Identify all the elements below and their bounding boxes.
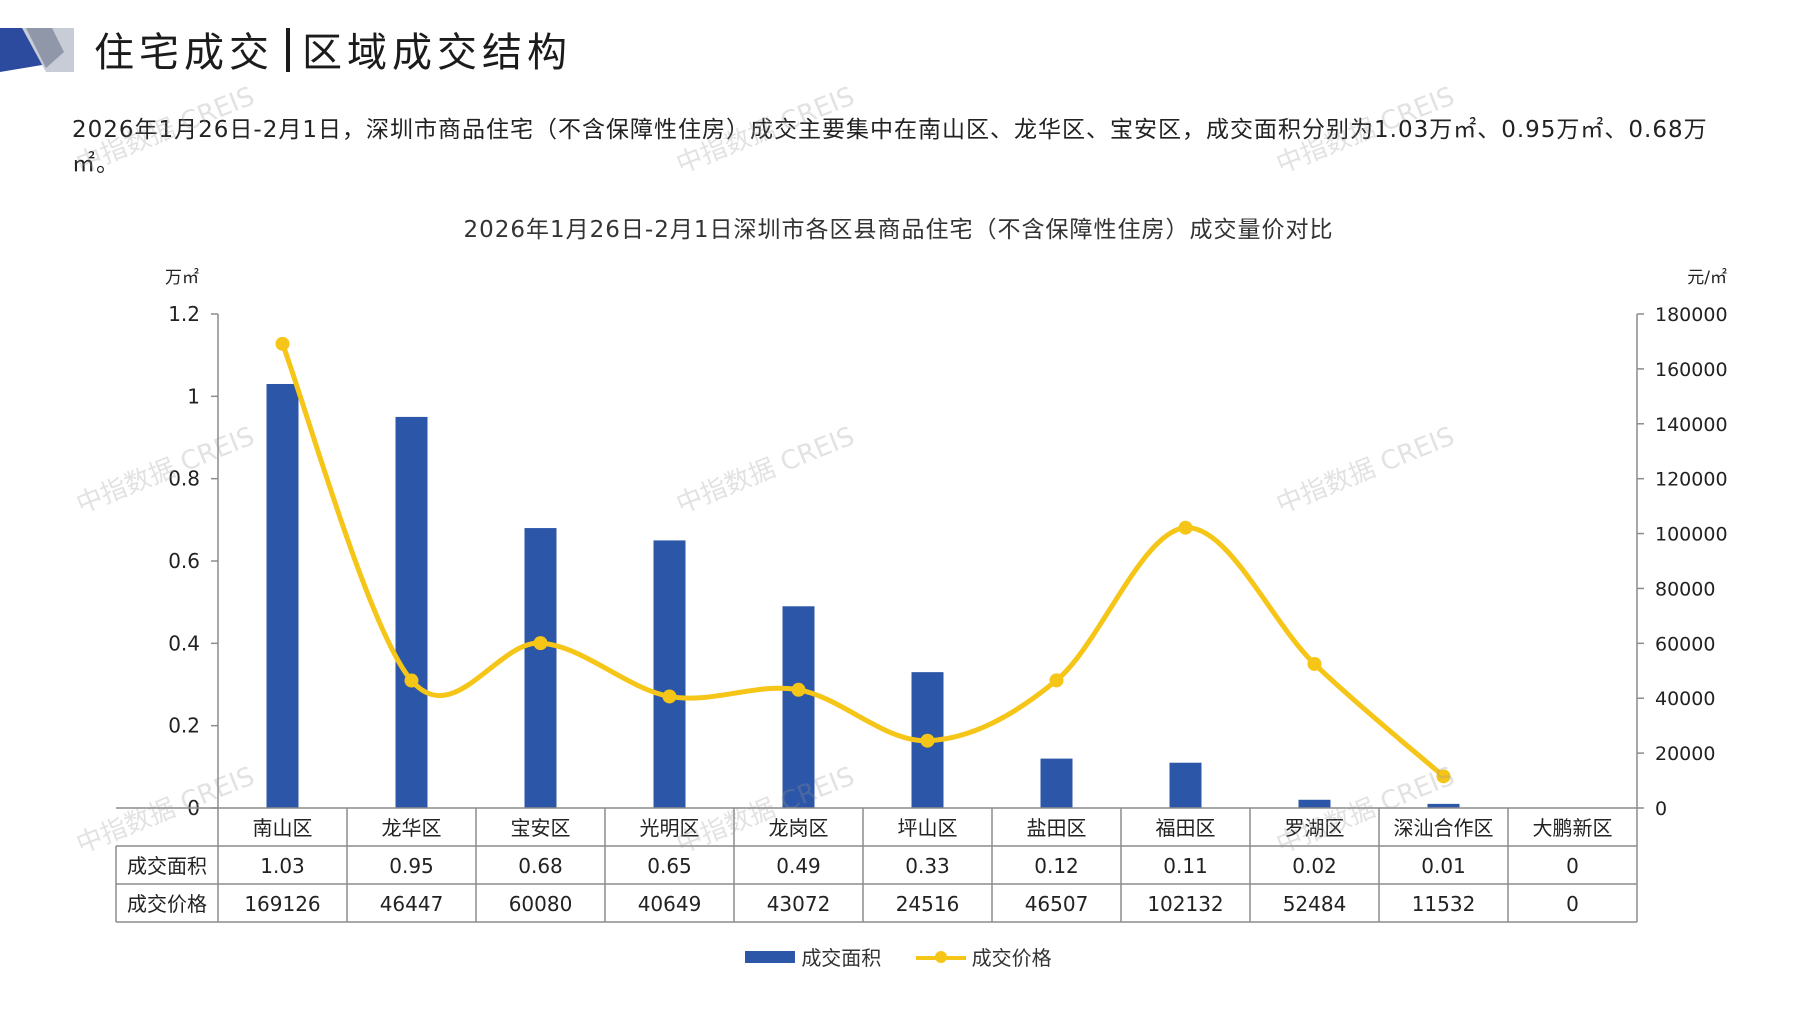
right-axis-tick-label: 40000 [1655,688,1715,710]
bar-南山区 [266,383,299,808]
area-cell-福田区: 0.11 [1163,854,1208,878]
area-cell-罗湖区: 0.02 [1292,854,1337,878]
x-category-label: 深汕合作区 [1394,816,1494,840]
title-left: 住宅成交 [94,30,274,76]
bar-罗湖区 [1298,799,1331,808]
price-cell-宝安区: 60080 [509,892,573,916]
price-cell-福田区: 102132 [1147,892,1223,916]
bar-光明区 [653,540,686,808]
bar-龙岗区 [782,606,815,808]
area-cell-盐田区: 0.12 [1034,854,1079,878]
legend-item-price: 成交价格 [915,942,1052,971]
right-axis-tick-label: 20000 [1655,743,1715,765]
price-point-坪山区 [920,733,935,748]
title-divider [286,28,290,72]
brand-logo-icon [0,28,74,72]
price-point-南山区 [275,336,290,351]
bar-深汕合作区 [1427,803,1460,808]
price-cell-坪山区: 24516 [896,892,960,916]
price-line [280,341,1446,779]
left-axis-tick-label: 0.8 [168,467,200,491]
x-category-label: 龙华区 [382,816,442,840]
x-category-label: 盐田区 [1027,816,1087,840]
area-cell-宝安区: 0.68 [518,854,563,878]
price-cell-盐田区: 46507 [1025,892,1089,916]
legend-label-area: 成交面积 [801,946,882,970]
area-cell-深汕合作区: 0.01 [1421,854,1466,878]
x-category-label: 光明区 [640,816,700,840]
right-axis-tick-label: 120000 [1655,469,1728,491]
right-axis-tick-label: 80000 [1655,578,1715,600]
bar-福田区 [1169,762,1202,808]
price-cell-光明区: 40649 [638,892,702,916]
bar-盐田区 [1040,758,1073,808]
price-cell-深汕合作区: 11532 [1412,892,1476,916]
legend-swatch-line [915,950,966,963]
summary-text: 2026年1月26日-2月1日，深圳市商品住宅（不含保障性住房）成交主要集中在南… [72,117,1708,177]
price-point-深汕合作区 [1436,769,1451,784]
area-cell-大鹏新区: 0 [1566,854,1579,878]
right-axis-tick-label: 180000 [1655,304,1728,326]
price-point-福田区 [1178,520,1193,535]
left-axis-tick-label: 0.6 [168,549,200,573]
price-cell-龙岗区: 43072 [767,892,831,916]
left-axis-tick-label: 0.2 [168,714,200,738]
price-point-龙岗区 [791,682,806,697]
legend-item-area: 成交面积 [745,942,881,971]
row-header-price: 成交价格 [127,892,207,916]
right-axis-unit: 元/㎡ [1687,268,1727,288]
left-axis-tick-label: 1 [187,384,200,408]
left-axis-unit: 万㎡ [165,268,199,288]
right-axis-tick-label: 160000 [1655,359,1728,381]
legend-swatch-bar [745,950,796,963]
price-cell-南山区: 169126 [244,892,320,916]
legend-label-price: 成交价格 [971,946,1052,970]
bar-龙华区 [395,416,428,808]
price-cell-罗湖区: 52484 [1283,892,1347,916]
x-category-label: 坪山区 [898,816,958,840]
right-axis-tick-label: 140000 [1655,414,1728,436]
left-axis-tick-label: 0.4 [168,631,200,655]
price-cell-大鹏新区: 0 [1566,892,1579,916]
price-point-龙华区 [404,673,419,688]
x-category-label: 宝安区 [511,816,571,840]
price-point-光明区 [662,689,677,704]
x-category-label: 福田区 [1156,816,1216,840]
chart-title: 2026年1月26日-2月1日深圳市各区县商品住宅（不含保障性住房）成交量价对比 [463,217,1334,243]
area-cell-坪山区: 0.33 [905,854,950,878]
price-cell-龙华区: 46447 [380,892,444,916]
x-category-label: 南山区 [253,816,313,840]
x-category-label: 龙岗区 [769,816,829,840]
area-cell-龙华区: 0.95 [389,854,434,878]
area-cell-光明区: 0.65 [647,854,692,878]
price-point-罗湖区 [1307,656,1322,671]
price-point-盐田区 [1049,673,1064,688]
right-axis-tick-label: 100000 [1655,524,1728,546]
area-cell-南山区: 1.03 [260,854,305,878]
title-right: 区域成交结构 [302,30,572,76]
bar-宝安区 [524,528,557,808]
area-cell-龙岗区: 0.49 [776,854,821,878]
right-axis-tick-label: 0 [1655,798,1667,820]
legend: 成交面积 成交价格 [0,942,1797,971]
page-title: 住宅成交 区域成交结构 [94,20,572,78]
left-axis-tick-label: 1.2 [168,302,200,326]
x-category-label: 罗湖区 [1285,816,1345,840]
x-category-label: 大鹏新区 [1533,816,1613,840]
right-axis-tick-label: 60000 [1655,633,1715,655]
price-point-宝安区 [533,636,548,651]
row-header-area: 成交面积 [127,854,207,878]
